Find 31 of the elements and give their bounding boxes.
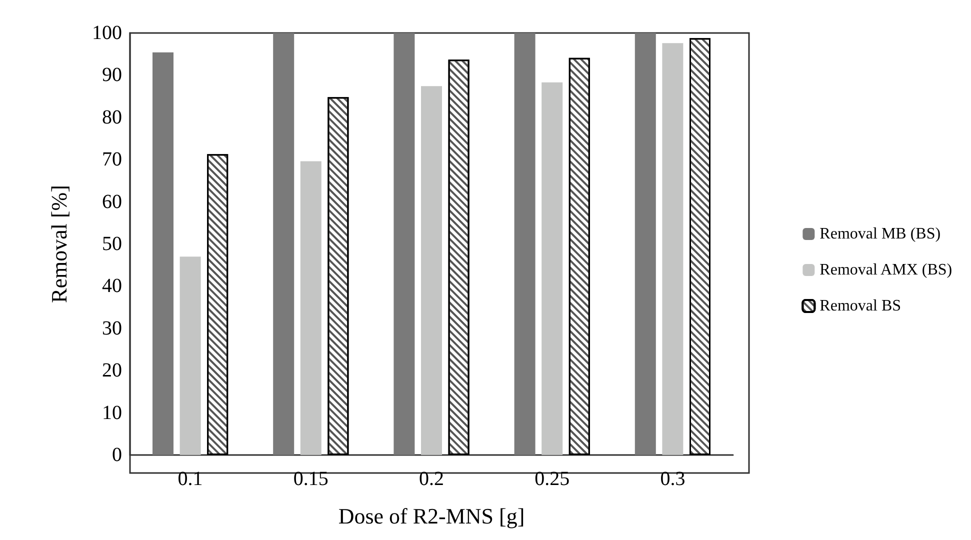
y-tick-label: 50 [102,233,122,255]
y-tick-label: 20 [102,360,122,382]
x-tick-label: 0.3 [660,468,686,490]
x-tick-label: 0.2 [419,468,444,490]
bar [394,33,415,455]
y-tick-label: 40 [102,275,122,298]
bar [634,33,656,455]
bar [542,82,563,455]
x-tick-label: 0.25 [534,468,570,490]
legend-label: Removal AMX (BS) [820,262,952,278]
x-tick-label: 0.1 [178,468,203,490]
y-tick-label: 90 [102,64,122,86]
y-tick-label: 0 [112,444,122,466]
y-tick-label: 70 [102,148,122,171]
bar [421,86,442,455]
y-tick-label: 80 [102,106,122,128]
bar [300,161,322,455]
x-tick-label: 0.15 [293,468,328,490]
y-tick-label: 10 [102,402,122,424]
bar [514,33,536,455]
bar [152,52,174,455]
bar [273,33,294,455]
bar [662,43,684,455]
y-tick-label: 30 [102,317,122,340]
y-tick-label: 60 [102,190,122,213]
y-tick-label: 100 [92,22,122,44]
legend-label: Removal BS [820,298,902,314]
bar [180,256,201,455]
x-axis-title: Dose of R2-MNS [g] [338,504,525,528]
legend-label: Removal MB (BS) [820,226,941,242]
y-axis-title: Removal [%] [46,185,72,303]
